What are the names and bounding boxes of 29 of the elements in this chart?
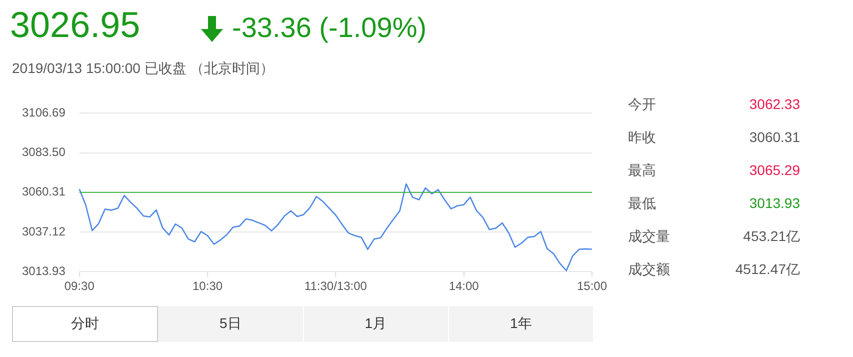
chart-title: 3026.95 (10, 4, 140, 46)
chart-subtitle: -33.36 (-1.09%) (232, 12, 427, 44)
x-tick-label: 15:00 (576, 279, 608, 294)
text: 最高 (628, 162, 656, 180)
text: 2019/03/13 15:00:00 已收盘 （北京时间） (12, 60, 274, 78)
x-tick-label: 10:30 (192, 279, 223, 294)
text: 3013.93 (749, 195, 800, 213)
y-tick-label: 3037.12 (22, 224, 66, 238)
y-tick-label: 3106.69 (22, 106, 66, 120)
text: 1年 (448, 306, 594, 342)
x-tick-label: 14:00 (448, 279, 480, 294)
text: 4512.47亿 (735, 261, 800, 279)
text: 今开 (628, 96, 656, 114)
y-tick-label: 3060.31 (22, 184, 66, 199)
text: 453.21亿 (743, 228, 800, 246)
text: 5日 (158, 306, 304, 342)
text: 1月 (304, 306, 449, 342)
text: 昨收 (628, 129, 656, 147)
y-tick-label: 3083.50 (22, 145, 66, 160)
x-tick-label: 11:30/13:00 (304, 279, 368, 294)
y-tick-label: 3013.93 (22, 264, 66, 278)
text: 3060.31 (749, 129, 800, 147)
text: 3065.29 (749, 162, 800, 180)
text: 成交量 (628, 228, 670, 246)
text: 分时 (12, 306, 158, 342)
text: 成交额 (628, 261, 670, 279)
text: 最低 (628, 195, 656, 213)
text: 3062.33 (749, 96, 800, 114)
x-tick-label: 09:30 (64, 279, 95, 294)
